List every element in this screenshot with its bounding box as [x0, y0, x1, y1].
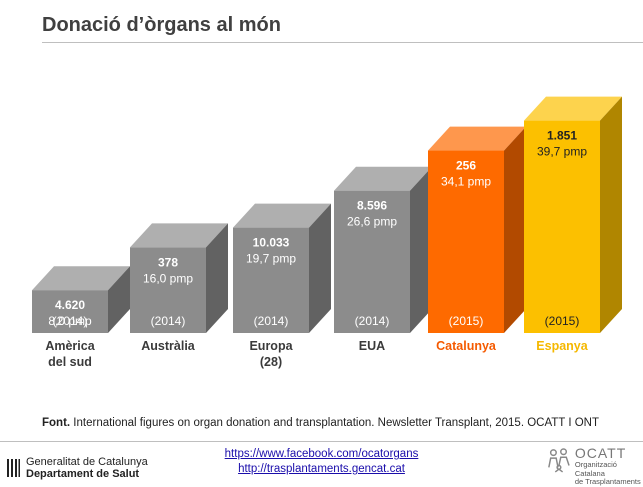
bar-top: [130, 223, 228, 248]
data-label-year: (2014): [151, 314, 186, 328]
data-label-year: (2015): [449, 314, 484, 328]
data-label-donors: 8.596: [357, 199, 387, 213]
source-note: Font. International figures on organ don…: [42, 417, 599, 429]
page-title: Donació d’òrgans al món: [42, 14, 281, 36]
footer-divider: [0, 441, 643, 442]
ocatt-brand: OCATT: [574, 445, 627, 461]
bar-top: [233, 203, 331, 228]
data-label-donors: 4.620: [55, 298, 85, 312]
ocatt-line1: Organització Catalana: [574, 460, 617, 478]
source-text: International figures on organ donation …: [70, 417, 599, 429]
data-label-year: (2015): [545, 314, 580, 328]
data-label-pmp: 39,7 pmp: [537, 145, 587, 159]
facebook-link[interactable]: https://www.facebook.com/ocatorgans: [224, 448, 419, 460]
gencat-logo: Generalitat de Catalunya Departament de …: [6, 456, 148, 480]
department-name: Departament de Salut: [26, 468, 140, 480]
x-tick-label: Amèrica: [45, 339, 95, 353]
data-label-year: (2014): [53, 314, 88, 328]
data-label-donors: 378: [158, 255, 178, 269]
bar: [334, 190, 410, 333]
data-label-pmp: 26,6 pmp: [347, 215, 397, 229]
data-label-pmp: 16,0 pmp: [143, 271, 193, 285]
bar: [32, 290, 108, 333]
gencat-flag-icon: [6, 459, 20, 477]
data-label-year: (2014): [254, 314, 289, 328]
x-tick-label: del sud: [48, 355, 92, 369]
data-label-year: (2014): [355, 314, 390, 328]
title-divider: [42, 42, 643, 43]
ocatt-logo: OCATT Organització Catalana de Trasplant…: [547, 446, 643, 487]
bar-side: [206, 223, 228, 333]
bar: [524, 120, 600, 333]
x-tick-label: Austràlia: [141, 339, 196, 353]
data-label-pmp: 8,0 pmp: [48, 314, 92, 328]
data-label-pmp: 34,1 pmp: [441, 175, 491, 189]
data-label-pmp: 19,7 pmp: [246, 252, 296, 266]
x-tick-label: Europa: [249, 339, 293, 353]
data-label-donors: 1.851: [547, 129, 577, 143]
x-tick-label: (28): [260, 355, 282, 369]
bar-side: [600, 96, 622, 333]
footer-links: https://www.facebook.com/ocatorgans http…: [0, 447, 643, 477]
bar: [428, 150, 504, 333]
x-tick-label: Espanya: [536, 339, 588, 353]
people-group-icon: [548, 448, 570, 473]
bar-top: [32, 266, 130, 291]
bar: [233, 227, 309, 333]
bar-side: [309, 203, 331, 333]
gencat-link[interactable]: http://trasplantaments.gencat.cat: [238, 463, 405, 475]
gencat-name: Generalitat de Catalunya: [26, 456, 148, 468]
source-label: Font.: [42, 417, 71, 429]
bar-top: [334, 166, 432, 191]
bar-top: [428, 126, 526, 151]
ocatt-line2: de Trasplantaments: [574, 477, 641, 486]
bar-side: [108, 266, 130, 333]
bar-side: [504, 126, 526, 333]
x-tick-label: EUA: [359, 339, 385, 353]
bar-side: [410, 166, 432, 333]
data-label-donors: 10.033: [253, 236, 290, 250]
x-tick-label: Catalunya: [436, 339, 497, 353]
bar-top: [524, 96, 622, 121]
bar: [130, 247, 206, 333]
data-label-donors: 256: [456, 159, 476, 173]
